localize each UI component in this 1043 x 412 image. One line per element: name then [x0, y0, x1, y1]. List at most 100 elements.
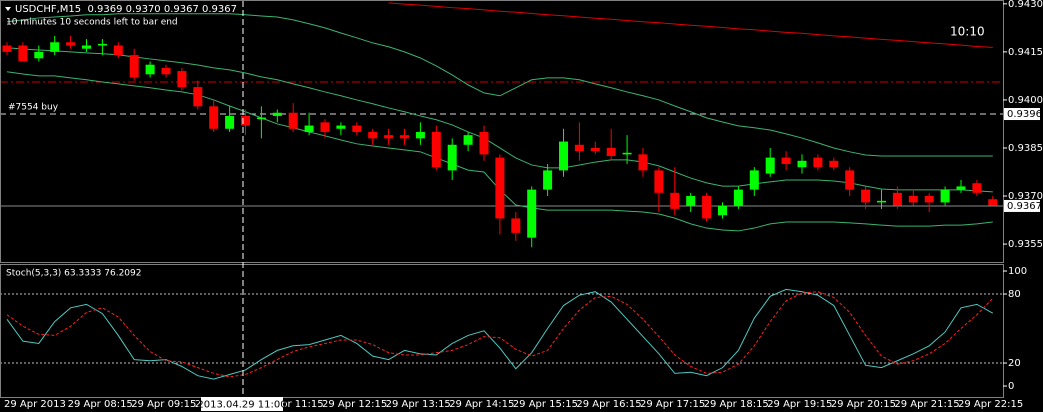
candle-body — [415, 131, 425, 139]
candle-body — [797, 160, 807, 168]
crosshair-box — [201, 397, 283, 411]
stoch-line — [6, 288, 994, 380]
x-tick-label: 29 Apr 2013 — [4, 399, 66, 410]
main-panel — [1, 2, 1003, 248]
clock: 10:10 — [950, 25, 985, 39]
x-tick-label: 29 Apr 14:15 — [449, 399, 514, 410]
y-tick-label: 0.9430 — [1008, 0, 1043, 10]
candle-body — [2, 45, 12, 52]
price-tag — [1004, 108, 1040, 121]
y-tick-label: 0.9385 — [1008, 143, 1043, 154]
candle-body — [193, 87, 203, 107]
y-tick-label: 0.9370 — [1008, 191, 1043, 202]
candle-body — [972, 183, 982, 193]
x-tick-label: 29 Apr 19:15 — [767, 399, 832, 410]
candle-body — [209, 106, 219, 129]
candle-body — [66, 42, 76, 46]
candle-body — [145, 64, 155, 75]
candle-body — [177, 71, 187, 88]
candle-body — [924, 196, 934, 203]
candle-body — [654, 170, 664, 193]
stoch-title: Stoch(5,3,3) 63.3333 76.2092 — [6, 269, 141, 279]
stoch-panel-frame — [0, 264, 1004, 398]
x-tick-label: 29 Apr 17:15 — [640, 399, 705, 410]
candle-body — [686, 196, 696, 206]
candle-body — [511, 218, 521, 233]
candle-body — [495, 157, 505, 219]
candle-body — [113, 45, 123, 56]
candle-body — [129, 55, 139, 78]
main-panel-frame — [0, 0, 1004, 263]
candle-body — [225, 115, 235, 129]
candle-body — [749, 170, 759, 190]
x-tick-label: 29 Apr 16:15 — [576, 399, 641, 410]
candle-body — [765, 157, 775, 174]
candle-body — [82, 45, 91, 49]
x-tick-label: 29 Apr 08:15 — [68, 399, 133, 410]
indicator-line — [6, 47, 993, 193]
candle-body — [400, 135, 409, 139]
price-tag-label: 0.9396 — [1007, 109, 1042, 120]
x-tick-label: 29 Apr 13:15 — [386, 399, 451, 410]
candle-body — [559, 141, 568, 171]
stoch-panel — [1, 288, 1003, 380]
y-tick-label: 0.9400 — [1008, 95, 1043, 106]
candle-body — [638, 154, 648, 171]
crosshair-label: 2013.04.29 11:00 — [197, 400, 286, 411]
order-label: #7554 buy — [8, 103, 59, 113]
candle-body — [352, 125, 362, 132]
candle-body — [606, 147, 616, 156]
candle-body — [368, 131, 378, 139]
candle-body — [50, 42, 60, 52]
x-tick-label: 29 Apr 22:15 — [958, 399, 1023, 410]
candle-body — [384, 135, 394, 139]
candle-body — [829, 160, 839, 168]
y-tick-label: 0.9415 — [1008, 47, 1043, 58]
candle-body — [320, 122, 330, 132]
x-tick-label: 29 Apr 20:15 — [831, 399, 896, 410]
y-tick-label: 0 — [1008, 381, 1014, 392]
candle-body — [940, 189, 950, 203]
menu-arrow[interactable] — [5, 7, 11, 11]
candle-body — [670, 192, 680, 209]
stoch-line — [6, 291, 994, 378]
candle-body — [447, 144, 457, 171]
candle-body — [956, 186, 966, 190]
candle-body — [781, 157, 791, 164]
y-tick-label: 80 — [1008, 289, 1021, 300]
crosshair: 2013.04.29 11:00 — [197, 1, 287, 411]
symbol-line: USDCHF,M15 0.9369 0.9370 0.9367 0.9367 — [15, 4, 237, 15]
candle-body — [256, 117, 266, 120]
candle-body — [479, 131, 489, 155]
bar-timer: 10 minutes 10 seconds left to bar end — [6, 18, 178, 28]
candle-body — [845, 170, 855, 190]
candle-body — [18, 45, 28, 62]
x-tick-label: 29 Apr 21:15 — [894, 399, 959, 410]
y-tick-label: 20 — [1008, 358, 1021, 369]
candle-body — [161, 67, 171, 75]
candle-body — [527, 189, 537, 238]
price-tag-label: 0.9367 — [1007, 201, 1042, 212]
candle-body — [590, 147, 600, 152]
candle-body — [622, 152, 632, 155]
y-tick-label: 0.9355 — [1008, 239, 1043, 250]
candle-body — [97, 43, 107, 46]
candle-body — [908, 196, 918, 203]
candle-body — [272, 112, 282, 116]
candle-body — [733, 189, 743, 206]
candle-body — [336, 125, 346, 129]
x-tick-label: 29 Apr 15:15 — [513, 399, 578, 410]
candle-body — [861, 189, 871, 203]
price-tag — [1004, 199, 1040, 212]
candle-body — [288, 112, 298, 129]
candle-body — [988, 199, 998, 206]
indicator-line — [388, 2, 993, 48]
axes: 0.9430 0.9415 0.9400 0.9385 0.9370 0.9355 0.93… — [4, 0, 1043, 410]
y-tick-label: 100 — [1008, 266, 1027, 277]
candle-body — [241, 115, 250, 126]
x-tick-label: 29 Apr 18:15 — [704, 399, 769, 410]
candle-body — [892, 192, 902, 206]
x-tick-label: 29 Apr 11:15 — [258, 399, 323, 410]
candle-body — [702, 196, 712, 219]
